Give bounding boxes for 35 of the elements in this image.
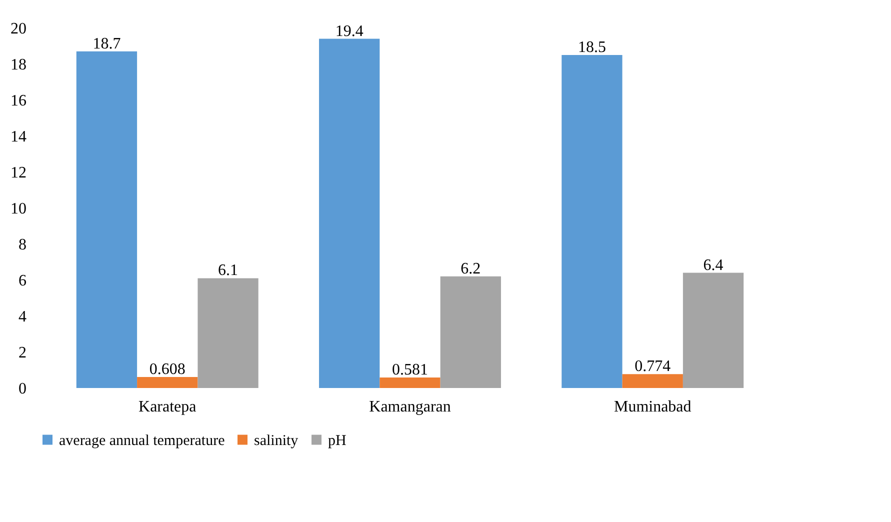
x-tick-label: Kamangaran (369, 398, 451, 416)
bar (440, 276, 501, 388)
legend-label: average annual temperature (59, 432, 226, 449)
bar (622, 374, 683, 388)
y-tick-label: 0 (18, 380, 26, 398)
data-label: 18.5 (578, 39, 606, 56)
legend-label: pH (328, 432, 346, 449)
y-tick-label: 2 (18, 344, 26, 362)
data-label: 6.4 (703, 256, 724, 274)
y-tick-label: 8 (18, 236, 26, 254)
y-tick-label: 18 (10, 56, 26, 74)
x-tick-label: Muminabad (614, 398, 692, 416)
data-label: 6.2 (460, 260, 481, 278)
data-label: 18.7 (92, 35, 121, 52)
bar (76, 51, 138, 388)
y-tick-label: 20 (10, 20, 26, 38)
data-label: 0.774 (634, 358, 671, 376)
bar (562, 55, 622, 388)
bar (682, 272, 744, 388)
y-tick-label: 4 (18, 308, 26, 326)
bar (380, 378, 440, 388)
y-tick-label: 16 (10, 92, 26, 110)
y-tick-label: 12 (10, 164, 26, 182)
y-tick-label: 14 (10, 128, 26, 146)
data-label: 19.4 (335, 22, 364, 40)
data-label: 6.1 (218, 262, 238, 280)
data-label: 0.581 (392, 362, 428, 379)
legend-label: salinity (254, 432, 299, 449)
bar (198, 278, 258, 388)
bar (137, 377, 198, 388)
x-tick-label: Karatepa (138, 398, 196, 416)
y-tick-label: 10 (10, 200, 26, 218)
data-label: 0.608 (149, 361, 186, 378)
y-tick-label: 6 (18, 272, 26, 290)
bar (319, 38, 380, 388)
